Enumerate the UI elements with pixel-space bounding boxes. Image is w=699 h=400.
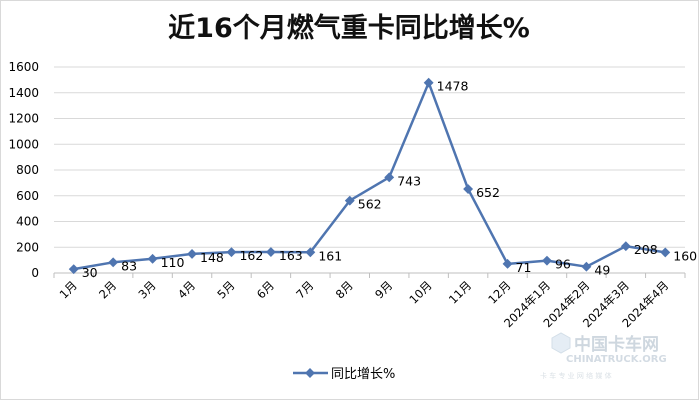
watermark-brand-cn: 中国卡车网 [574,334,659,355]
x-axis-ticks: 1月 2月 3月 4月 5月 6月 7月 8月 9月 10月 11月 12月2024年1月2024年2… [53,273,686,330]
y-tick-label: 200 [16,240,39,254]
watermark-brand-en: CHINATRUCK.ORG [566,354,667,365]
x-tick-label: 9月 [372,278,395,301]
data-label: 71 [516,260,532,275]
x-tick-label: 6月 [254,278,277,301]
data-label: 83 [121,258,137,273]
data-point [502,258,513,269]
y-tick-label: 800 [16,163,39,177]
data-point [620,241,631,252]
data-label: 30 [82,265,98,280]
legend-marker [305,368,315,378]
x-tick-label: 12月 [485,278,513,306]
x-tick-label: 10月 [406,278,434,306]
y-tick-label: 1200 [8,112,39,126]
series-line [73,81,666,271]
y-tick-label: 400 [16,215,39,229]
data-point [147,253,158,264]
data-point [344,195,355,206]
y-axis-ticks: 0 200 400 600 800 1000 1200 1400 1600 [8,60,39,280]
data-point [581,261,592,272]
data-point [265,247,276,257]
y-tick-label: 600 [16,189,39,203]
x-tick-label: 4月 [175,278,198,301]
data-point [305,247,316,258]
y-tick-label: 1400 [8,86,39,100]
chart-title: 近16个月燃气重卡同比增长% [168,12,530,44]
data-label: 160 [673,248,697,263]
data-point [542,255,552,266]
data-label: 110 [161,255,185,270]
data-point [187,248,197,259]
x-tick-label: 7月 [293,278,316,301]
data-label: 743 [397,173,421,188]
data-label: 163 [279,248,303,263]
y-tick-label: 1600 [8,60,39,74]
data-label: 208 [634,242,658,257]
data-label: 161 [318,248,342,263]
data-labels: 30 83 110 148 162 163 161 562 743 1478 652 71 96 49 20… [82,79,697,280]
x-tick-label: 5月 [214,278,237,301]
data-point [108,257,119,268]
x-tick-label: 3月 [136,278,159,301]
gridlines [54,66,685,274]
x-tick-label: 1月 [57,278,80,301]
y-tick-label: 0 [31,266,39,280]
data-label: 652 [476,185,500,200]
series-group [68,77,671,275]
data-point [423,77,434,88]
data-label: 562 [358,197,382,212]
data-point [384,172,395,183]
legend: 同比增长% [293,367,395,382]
x-tick-label: 2月 [96,278,119,301]
watermark-logo-icon [551,332,571,354]
data-point [463,184,474,195]
data-point [660,247,671,258]
x-tick-label: 8月 [333,278,356,301]
data-label: 1478 [437,79,469,94]
data-label: 49 [594,263,610,278]
data-point [226,247,237,258]
data-label: 162 [239,248,263,263]
legend-label: 同比增长% [331,367,395,382]
watermark-slogan: 卡 车 专 业 网 络 媒 体 [540,371,612,380]
data-label: 96 [555,257,571,272]
data-label: 148 [200,250,224,265]
watermark: 中国卡车网 CHINATRUCK.ORG 卡 车 专 业 网 络 媒 体 [540,332,667,380]
y-tick-label: 1000 [8,137,39,151]
x-tick-label: 11月 [446,278,474,306]
